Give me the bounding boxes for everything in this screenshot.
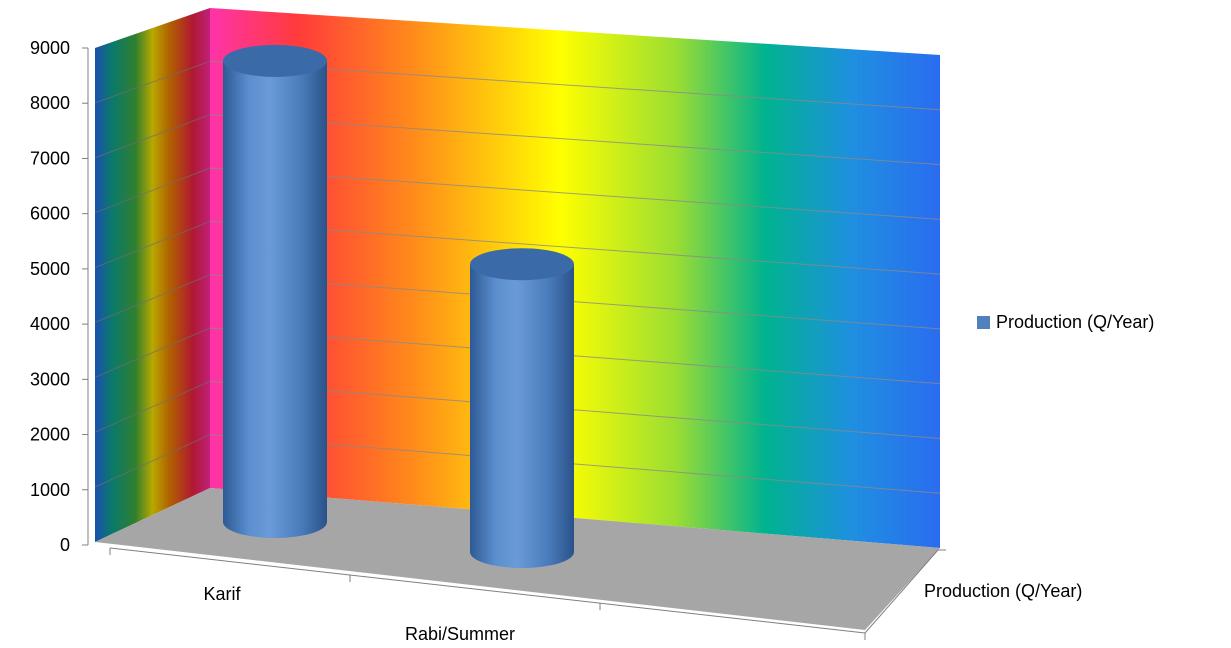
gridline: [209, 274, 941, 330]
category-label: Karif: [203, 584, 241, 604]
legend: Production (Q/Year): [977, 312, 1154, 332]
gridline: [94, 380, 211, 433]
y-tick-label: 5000: [30, 259, 70, 279]
x-axis-line: [109, 547, 866, 634]
category-label: Rabi/Summer: [405, 624, 515, 644]
y-tick-label: 8000: [30, 93, 70, 113]
gridline: [209, 114, 941, 166]
gridline: [94, 220, 211, 269]
cylinder-top: [223, 44, 327, 77]
y-tick-label: 6000: [30, 204, 70, 224]
gridline: [94, 274, 211, 323]
cylinder-body: [223, 60, 327, 539]
y-tick-label: 1000: [30, 480, 70, 500]
depth-axis-label: Production (Q/Year): [924, 581, 1082, 601]
side-wall: [95, 8, 210, 542]
axes: [87, 48, 946, 640]
gridline: [209, 380, 941, 439]
gridline: [209, 434, 941, 494]
back-wall: [210, 8, 940, 548]
legend-swatch: [977, 316, 990, 329]
y-tick-label: 7000: [30, 148, 70, 168]
cylinder-top: [470, 248, 574, 281]
gridline: [209, 220, 941, 275]
y-tick-label: 9000: [30, 38, 70, 58]
category-labels: Karif Rabi/Summer: [203, 584, 515, 644]
depth-axis-line: [864, 549, 939, 634]
y-axis-ticks: 0 1000 2000 3000 4000 5000 6000 7000 8000 9000: [30, 38, 88, 555]
gridline: [209, 327, 941, 385]
cylinder-body: [470, 264, 574, 568]
gridline: [94, 327, 211, 378]
y-tick-label: 4000: [30, 314, 70, 334]
gridline: [209, 167, 941, 220]
bars: [223, 44, 574, 568]
gridline: [209, 60, 941, 111]
legend-label: Production (Q/Year): [996, 312, 1154, 332]
gridline: [94, 60, 211, 104]
gridline: [94, 434, 211, 488]
gridlines: [94, 60, 941, 494]
gridline: [94, 167, 211, 214]
bar-karif: [223, 44, 327, 539]
y-tick-label: 0: [60, 535, 70, 555]
gridline: [94, 114, 211, 159]
y-tick-label: 2000: [30, 425, 70, 445]
bar-rabi-summer: [470, 248, 574, 568]
y-tick-label: 3000: [30, 369, 70, 389]
